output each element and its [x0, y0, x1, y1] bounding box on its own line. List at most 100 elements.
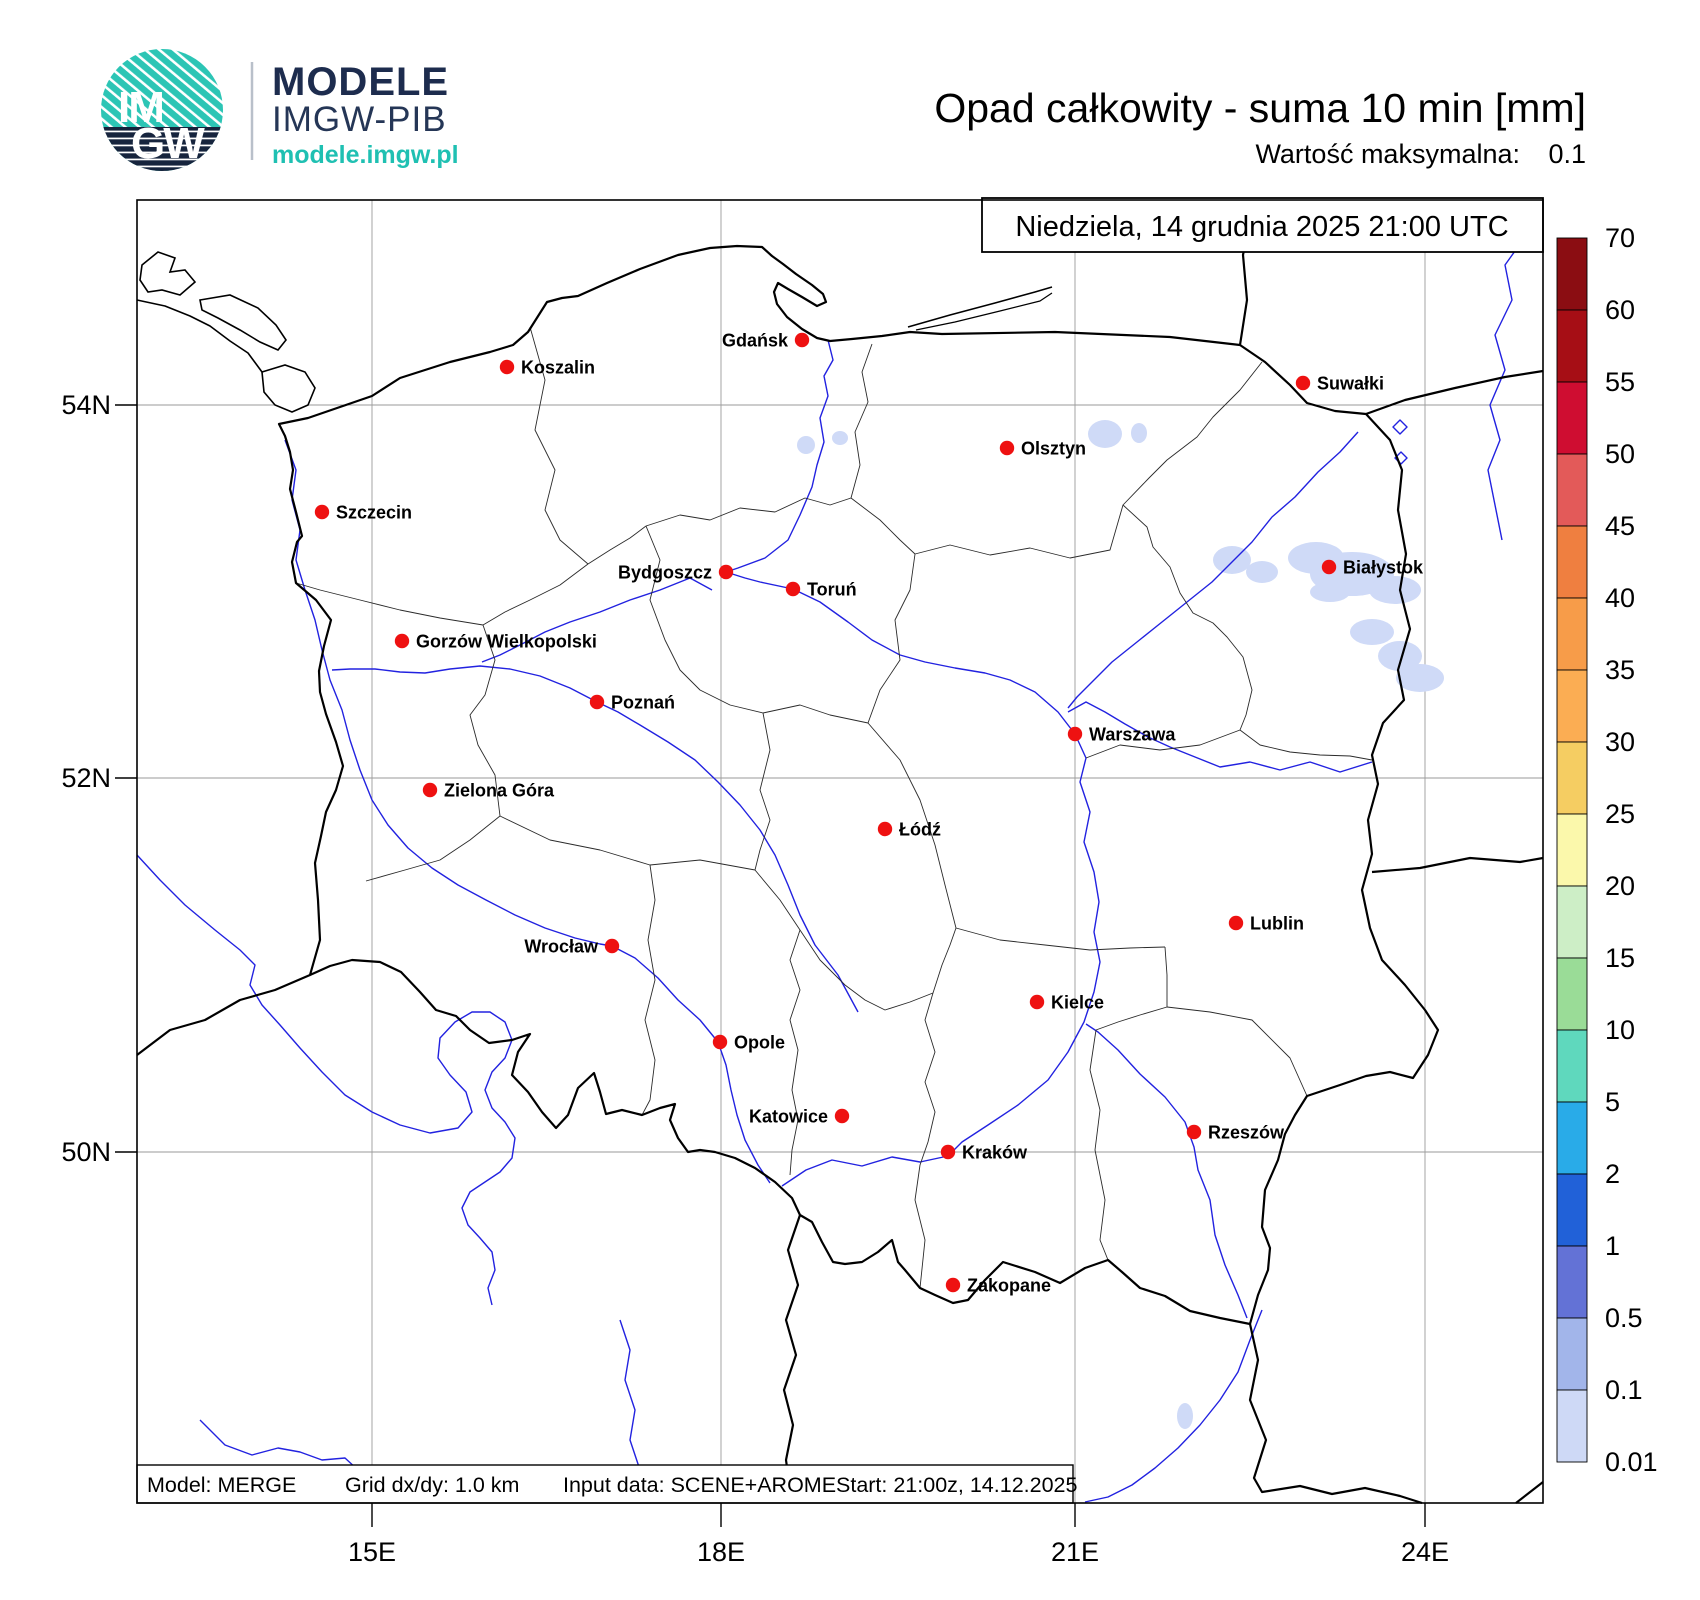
colorbar-segment-25: [1556, 813, 1588, 887]
city-marker-katowice: [834, 1108, 850, 1124]
colorbar-label-25: 25: [1605, 799, 1635, 829]
colorbar-label-50: 50: [1605, 439, 1635, 469]
city-label-bia-ystok: Białystok: [1343, 558, 1424, 578]
city-markers-layer: Koszalin Gdańsk Suwałki Szczecin Olsztyn Biał…: [314, 331, 1424, 1296]
precip-patch-8: [1369, 576, 1421, 604]
slovakia-ukraine-border: [1248, 1323, 1423, 1505]
city-label-gda-sk: Gdańsk: [722, 331, 789, 351]
voiv-border: [365, 624, 501, 882]
city-marker-warszawa: [1067, 726, 1083, 742]
colorbar-segment-50: [1556, 453, 1588, 527]
city-marker--d-: [877, 821, 893, 837]
city-marker-zakopane: [945, 1277, 961, 1293]
voiv-border: [914, 992, 936, 1289]
colorbar-segment-1: [1556, 1245, 1588, 1319]
city-marker-gda-sk: [794, 332, 810, 348]
colorbar-label-20: 20: [1605, 871, 1635, 901]
colorbar-segment-40: [1556, 597, 1588, 671]
city-label-krak-w: Kraków: [962, 1143, 1028, 1163]
river-wisla: [725, 339, 1101, 1187]
colorbar-segment-30: [1556, 741, 1588, 815]
city-marker-lublin: [1228, 915, 1244, 931]
city-marker-zielona-g-ra: [422, 782, 438, 798]
colorbar-label-5: 5: [1605, 1087, 1620, 1117]
axis-label-15E: 15E: [348, 1537, 396, 1567]
voiv-border: [789, 929, 801, 1176]
precip-patch-10: [1350, 619, 1394, 645]
vistula-spit: [907, 286, 1053, 328]
colorbar-segment-45: [1556, 525, 1588, 599]
voiv-border: [1166, 1006, 1308, 1097]
city-marker-toru-: [785, 581, 801, 597]
city-label-wroc-aw: Wrocław: [524, 937, 599, 957]
island-usedom: [199, 294, 287, 351]
colorbar-segment-0.5: [1556, 1317, 1588, 1391]
coastal-features: [136, 251, 1053, 413]
voiv-border: [762, 704, 869, 724]
vistula-lagoon-shore: [915, 292, 1053, 331]
colorbar-segment-55: [1556, 381, 1588, 455]
city-marker-koszalin: [499, 359, 515, 375]
city-marker-olsztyn: [999, 440, 1015, 456]
datetime-box: Niedziela, 14 grudnia 2025 21:00 UTC: [981, 197, 1544, 253]
city-label-koszalin: Koszalin: [521, 358, 595, 378]
city-marker-pozna-: [589, 694, 605, 710]
city-marker-suwa-ki: [1295, 375, 1311, 391]
model-input-data: Input data: SCENE+AROME: [563, 1473, 836, 1497]
voiv-border: [1085, 729, 1241, 759]
colorbar-label-30: 30: [1605, 727, 1635, 757]
colorbar-label-15: 15: [1605, 943, 1635, 973]
river-san: [1085, 1023, 1248, 1319]
colorbar-label-1: 1: [1605, 1231, 1620, 1261]
lithuania-belarus-border: [1365, 369, 1544, 416]
city-label-katowice: Katowice: [749, 1107, 828, 1127]
precip-patch-2: [797, 436, 815, 454]
precip-patch-13: [1177, 1403, 1193, 1429]
city-marker-gorz-w-wielkopolski: [394, 633, 410, 649]
axis-labels-layer: 54N 52N 50N 15E 18E 21E 24E: [61, 390, 1449, 1567]
city-marker-bia-ystok: [1321, 559, 1337, 575]
poland-border: [277, 244, 1440, 1326]
model-grid: Grid dx/dy: 1.0 km: [345, 1473, 519, 1497]
brand-site-url: modele.imgw.pl: [272, 141, 459, 169]
axis-label-54N: 54N: [61, 390, 111, 420]
precip-patch-0: [1088, 420, 1122, 448]
voiv-border: [955, 927, 1166, 951]
voiv-border: [1089, 1029, 1109, 1261]
city-marker-rzesz-w: [1186, 1124, 1202, 1140]
city-label-zielona-g-ra: Zielona Góra: [444, 781, 555, 801]
colorbar-label-45: 45: [1605, 511, 1635, 541]
colorbar-segment-60: [1556, 309, 1588, 383]
precip-patch-12: [1396, 664, 1444, 692]
colorbar-label-10: 10: [1605, 1015, 1635, 1045]
river-narew: [1067, 431, 1359, 709]
model-name: Model: MERGE: [147, 1473, 296, 1497]
czech-slovakia-border: [782, 1214, 802, 1504]
voiv-border: [587, 525, 647, 565]
colorbar-legend: 70 60 55 50 45 40 35 30 25 20 15 10 5 2 1 0.5 0.1 0.01: [1556, 223, 1658, 1477]
city-label-gorz-w-wielkopolski: Gorzów Wielkopolski: [416, 632, 597, 652]
precip-patch-4: [1213, 546, 1251, 574]
voiv-border: [645, 497, 852, 527]
colorbar-segment-15: [1556, 957, 1588, 1031]
axis-label-52N: 52N: [61, 763, 111, 793]
axis-label-18E: 18E: [697, 1537, 745, 1567]
brand-imgw-pib: IMGW-PIB: [272, 100, 447, 139]
city-label-szczecin: Szczecin: [336, 503, 412, 523]
colorbar-label-40: 40: [1605, 583, 1635, 613]
voiv-border: [1164, 946, 1168, 1007]
city-label-zakopane: Zakopane: [967, 1276, 1051, 1296]
german-coastline: [136, 299, 263, 373]
river-dniester: [1084, 1309, 1263, 1503]
city-marker-kielce: [1029, 994, 1045, 1010]
city-marker-wroc-aw: [604, 938, 620, 954]
city-label-rzesz-w: Rzeszów: [1208, 1123, 1285, 1143]
datetime-box-frame: [981, 197, 1544, 253]
voiv-border: [529, 326, 589, 565]
logo-text-gw: GW: [131, 119, 205, 168]
max-value-number: 0.1: [1548, 139, 1586, 169]
voiv-border: [867, 722, 957, 929]
precip-patch-5: [1246, 561, 1278, 583]
